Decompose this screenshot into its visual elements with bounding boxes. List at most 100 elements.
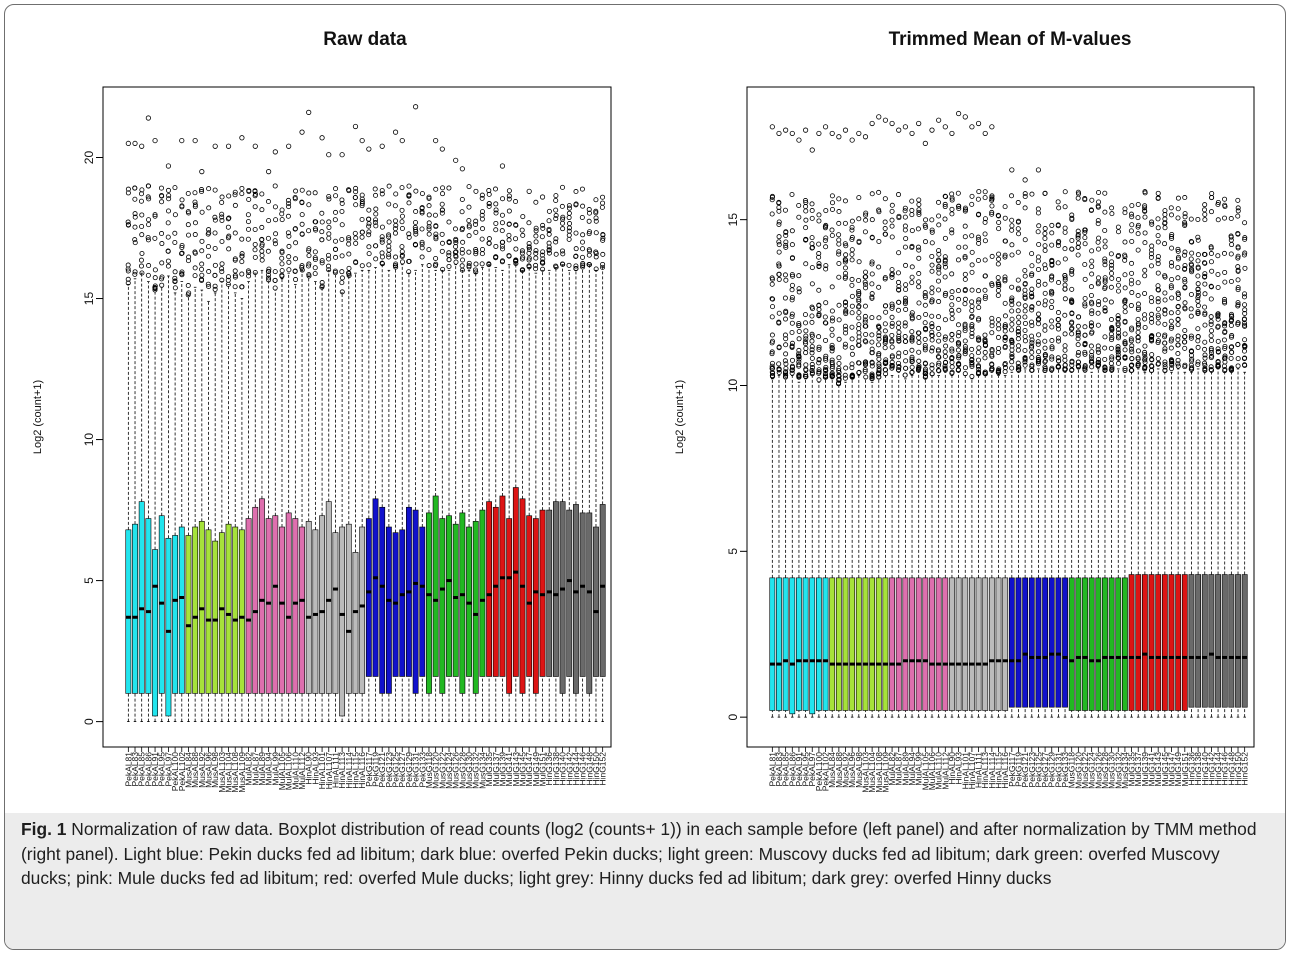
outlier-point [533, 225, 539, 231]
outlier-point [1122, 331, 1128, 337]
outlier-point [1042, 353, 1048, 359]
outlier-point [1208, 319, 1214, 325]
outlier-point [889, 354, 895, 360]
outlier-point [1128, 336, 1134, 342]
box [829, 577, 836, 711]
outlier-point [1215, 217, 1221, 223]
outlier-point [145, 194, 151, 200]
outlier-point [1175, 265, 1181, 271]
outlier-point [439, 231, 445, 237]
sample-label: MusG134 [477, 752, 487, 789]
box [579, 512, 586, 677]
outlier-point [982, 370, 988, 376]
outlier-point [849, 303, 855, 309]
outlier-point [969, 299, 975, 305]
outlier-point [206, 230, 212, 236]
outlier-point [876, 207, 882, 213]
outlier-point [359, 229, 365, 235]
outlier-point [246, 188, 252, 194]
outlier-point [265, 272, 271, 278]
outlier-point [272, 238, 278, 244]
outlier-point [1075, 252, 1081, 258]
outlier-point [353, 202, 359, 208]
outlier-point [949, 302, 955, 308]
outlier-point [346, 265, 352, 271]
extreme-outlier-point [366, 146, 372, 152]
y-tick-label: 10 [82, 433, 96, 447]
outlier-point [1182, 211, 1188, 217]
outlier-point [769, 373, 775, 379]
outlier-point [1169, 359, 1175, 365]
outlier-point [889, 202, 895, 208]
outlier-point [1222, 296, 1228, 302]
sample-label: HinG144 [1213, 752, 1223, 786]
outlier-point [533, 199, 539, 205]
outlier-point [152, 213, 158, 219]
outlier-point [306, 248, 312, 254]
outlier-point [982, 216, 988, 222]
outlier-point [989, 323, 995, 329]
outlier-point [165, 258, 171, 264]
outlier-point [1129, 238, 1135, 244]
outlier-point [823, 263, 829, 269]
outlier-point [989, 253, 995, 259]
outlier-point [546, 218, 552, 224]
outlier-point [459, 227, 465, 233]
outlier-point [139, 187, 145, 193]
outlier-point [1009, 217, 1015, 223]
sample-label: PekAL95 [801, 752, 811, 787]
outlier-point [553, 263, 559, 269]
outlier-point [1016, 320, 1022, 326]
outlier-point [259, 224, 265, 230]
sample-label: MusAL96 [204, 752, 214, 788]
outlier-point [1202, 271, 1208, 277]
outlier-point [1202, 322, 1208, 328]
outlier-point [139, 250, 145, 256]
outlier-point [789, 295, 795, 301]
outlier-point [1062, 312, 1068, 318]
outlier-point [473, 188, 479, 194]
outlier-point [1122, 339, 1128, 345]
outlier-point [816, 346, 822, 352]
outlier-point [996, 226, 1002, 232]
outlier-point [782, 332, 788, 338]
sample-label: HinAL114 [344, 752, 354, 789]
outlier-point [842, 198, 848, 204]
outlier-point [856, 290, 862, 296]
outlier-point [473, 218, 479, 224]
outlier-point [962, 296, 968, 302]
outlier-point [1175, 195, 1181, 201]
outlier-point [856, 369, 862, 375]
outlier-point [1148, 367, 1154, 373]
outlier-point [916, 255, 922, 261]
outlier-point [836, 373, 842, 379]
outlier-point [889, 320, 895, 326]
box [975, 577, 982, 711]
outlier-point [519, 250, 525, 256]
outlier-point [219, 194, 225, 200]
outlier-point [1095, 204, 1101, 210]
outlier-point [426, 226, 432, 232]
outlier-point [1175, 275, 1181, 281]
outlier-point [1129, 214, 1135, 220]
outlier-point [152, 285, 158, 291]
box [586, 512, 593, 694]
outlier-point [1202, 346, 1208, 352]
outlier-point [1162, 334, 1168, 340]
outlier-point [1122, 347, 1128, 353]
outlier-point [593, 230, 599, 236]
outlier-point [466, 204, 472, 210]
outlier-point [956, 244, 962, 250]
outlier-point [895, 270, 901, 276]
outlier-point [1036, 332, 1042, 338]
outlier-point [1095, 322, 1101, 328]
outlier-point [473, 261, 479, 267]
sample-label: HinAL116 [357, 752, 367, 789]
outlier-point [513, 260, 519, 266]
outlier-point [942, 317, 948, 323]
outlier-point [138, 198, 144, 204]
outlier-point [139, 232, 145, 238]
outlier-point [949, 206, 955, 212]
outlier-point [803, 328, 809, 334]
outlier-point [1168, 205, 1174, 211]
